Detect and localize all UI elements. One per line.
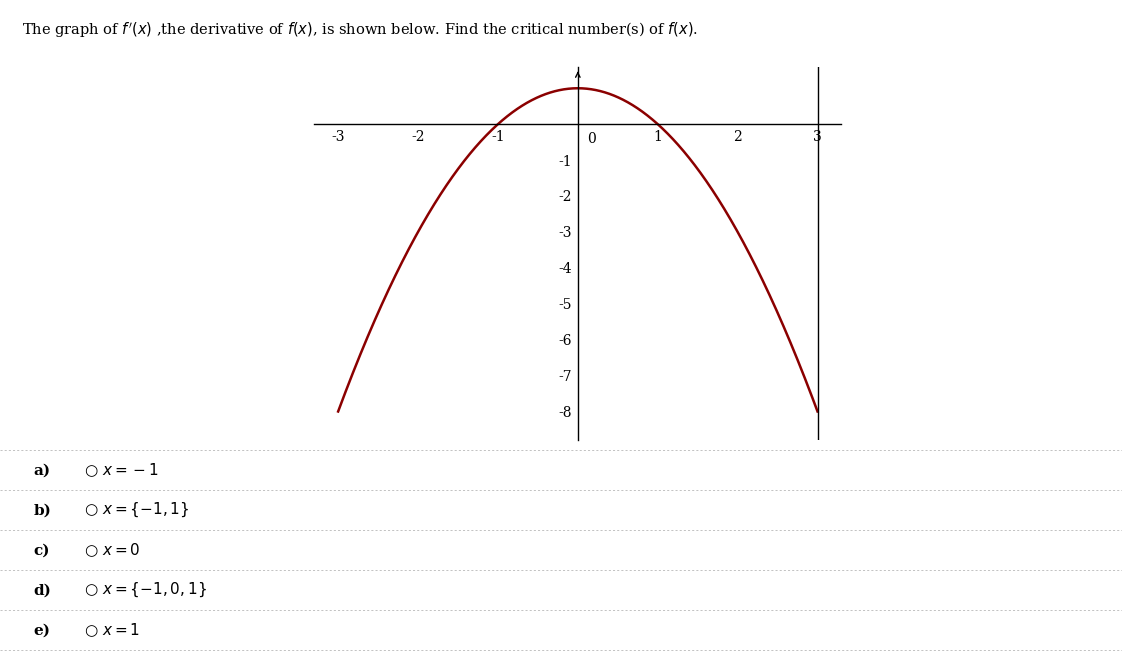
Text: $\bigcirc$ $x = 0$: $\bigcirc$ $x = 0$: [84, 542, 140, 559]
Text: c): c): [34, 544, 50, 557]
Text: d): d): [34, 584, 52, 597]
Text: $\bigcirc$ $x = -1$: $\bigcirc$ $x = -1$: [84, 462, 159, 479]
Text: e): e): [34, 624, 50, 637]
Text: a): a): [34, 464, 50, 477]
Text: $\bigcirc$ $x = \{-1, 1\}$: $\bigcirc$ $x = \{-1, 1\}$: [84, 501, 190, 520]
Text: $\bigcirc$ $x = \{-1, 0, 1\}$: $\bigcirc$ $x = \{-1, 0, 1\}$: [84, 581, 208, 600]
Text: The graph of $f'(x)$ ,the derivative of $f(x)$, is shown below. Find the critica: The graph of $f'(x)$ ,the derivative of …: [22, 20, 699, 39]
Text: 0: 0: [588, 132, 596, 146]
Text: $\bigcirc$ $x = 1$: $\bigcirc$ $x = 1$: [84, 622, 140, 639]
Text: b): b): [34, 504, 52, 517]
